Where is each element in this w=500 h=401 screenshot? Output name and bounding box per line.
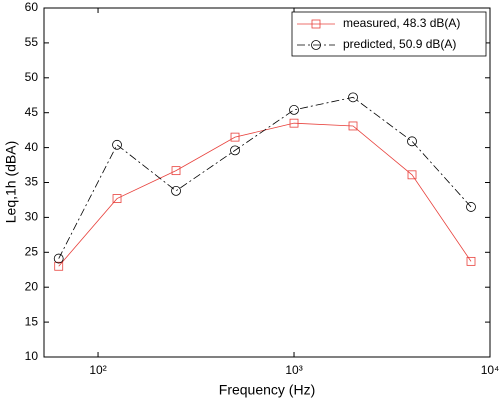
marker	[466, 202, 476, 212]
y-tick-label: 50	[25, 70, 39, 84]
legend-label: predicted, 50.9 dB(A)	[343, 37, 456, 51]
y-tick-label: 15	[25, 314, 39, 328]
marker	[230, 132, 240, 142]
marker	[112, 194, 122, 203]
marker	[407, 170, 417, 180]
x-tick-label: 10²	[89, 363, 106, 377]
marker	[348, 121, 358, 131]
marker	[171, 166, 181, 176]
series-line	[58, 96, 472, 259]
y-tick-label: 40	[25, 140, 39, 154]
marker	[53, 253, 64, 264]
marker	[289, 105, 299, 115]
marker	[112, 139, 122, 150]
marker	[311, 40, 321, 50]
marker	[171, 185, 181, 196]
y-tick-label: 25	[25, 244, 39, 258]
marker	[54, 261, 64, 271]
x-tick-label: 10³	[285, 363, 302, 377]
y-tick-label: 30	[25, 210, 39, 224]
marker	[466, 256, 476, 266]
y-axis-label: Leq,1h (dBA)	[3, 141, 19, 224]
plot-frame	[43, 7, 491, 358]
marker	[289, 118, 299, 128]
y-tick-label: 10	[25, 349, 39, 363]
legend-box	[291, 11, 487, 57]
x-tick-label: 10⁴	[481, 363, 500, 377]
y-tick-label: 45	[25, 105, 39, 119]
legend-label: measured, 48.3 dB(A)	[343, 16, 460, 30]
y-tick-label: 60	[25, 0, 39, 14]
marker	[348, 92, 358, 103]
y-tick-label: 20	[25, 279, 39, 293]
y-tick-label: 35	[25, 175, 39, 189]
x-axis-label: Frequency (Hz)	[219, 382, 315, 398]
marker	[230, 145, 240, 156]
marker	[407, 136, 417, 147]
y-tick-label: 55	[25, 35, 39, 49]
marker	[311, 19, 321, 29]
